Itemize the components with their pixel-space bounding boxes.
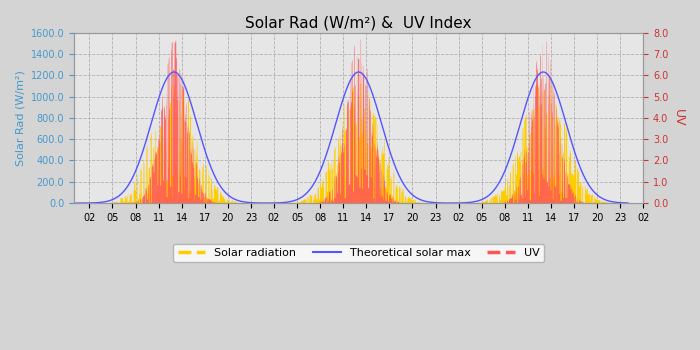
Legend: Solar radiation, Theoretical solar max, UV: Solar radiation, Theoretical solar max, … [173,244,544,262]
Y-axis label: Solar Rad (W/m²): Solar Rad (W/m²) [15,70,25,166]
Y-axis label: UV: UV [672,109,685,127]
Title: Solar Rad (W/m²) &  UV Index: Solar Rad (W/m²) & UV Index [246,15,472,30]
